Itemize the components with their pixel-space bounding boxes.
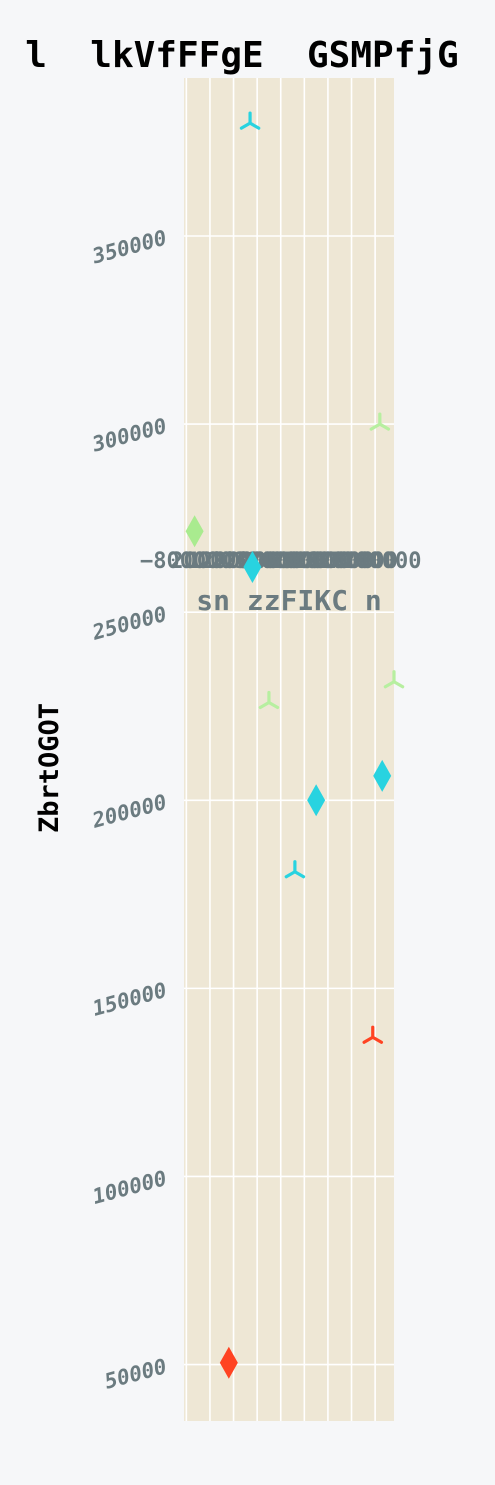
x-tick-label: 200000 <box>170 549 249 574</box>
y-tick-label: 200000 <box>89 790 169 833</box>
data-points <box>185 111 405 1379</box>
data-point-diamond <box>243 551 262 584</box>
data-point-tri <box>383 670 405 689</box>
y-tick-label: 350000 <box>89 226 169 269</box>
x-tick-label: 7200000 <box>329 549 422 574</box>
data-point-diamond <box>373 759 392 792</box>
x-axis-ticks: −800000200000120000022000003200000420000… <box>140 549 421 574</box>
data-point-tri <box>239 111 261 130</box>
y-tick-label: 300000 <box>89 414 169 457</box>
data-point-diamond <box>185 515 204 548</box>
y-axis-ticks: 50000 100000 150000 200000 250000 300000 35000… <box>89 226 169 1394</box>
data-point-tri <box>369 412 391 431</box>
x-tick-label: 5200000 <box>282 549 375 574</box>
y-tick-label: 250000 <box>89 602 169 645</box>
y-tick-label: 50000 <box>102 1354 169 1394</box>
y-tick-label: 150000 <box>90 978 169 1021</box>
data-point-tri <box>284 860 306 879</box>
x-tick-label: −800000 <box>140 549 233 574</box>
x-tick-label: 6200000 <box>305 549 398 574</box>
data-point-diamond <box>307 784 326 817</box>
x-axis-label: sn zzFIKC n <box>196 584 381 617</box>
data-point-diamond <box>219 1346 238 1379</box>
grid-lines <box>184 78 394 1421</box>
data-point-tri <box>258 690 280 710</box>
y-tick-label: 100000 <box>90 1166 169 1209</box>
y-axis-label: ZbrtOGOT <box>34 703 65 833</box>
plot-area <box>184 78 394 1421</box>
data-point-tri <box>362 1025 384 1044</box>
chart-title: l lkVfFFgE GSMPfjG <box>25 35 458 76</box>
x-tick-label: 1200000 <box>187 549 280 574</box>
x-tick-label: 4200000 <box>258 549 351 574</box>
